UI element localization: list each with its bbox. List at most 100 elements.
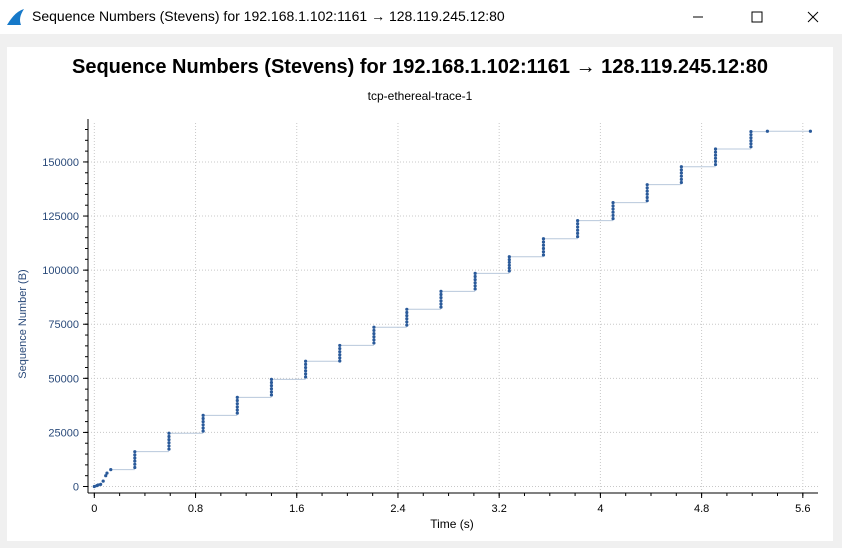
data-point <box>338 343 342 348</box>
chart-panel[interactable]: Sequence Numbers (Stevens) for 192.168.1… <box>7 47 833 541</box>
data-point <box>304 369 308 373</box>
data-point <box>372 338 376 342</box>
data-point <box>405 310 409 315</box>
data-point <box>405 307 409 311</box>
data-point <box>304 362 308 366</box>
data-point <box>109 468 113 472</box>
maximize-button[interactable] <box>734 0 780 34</box>
data-point <box>679 177 683 181</box>
data-point <box>405 317 409 321</box>
data-point <box>611 213 615 218</box>
data-point <box>269 387 274 391</box>
data-point <box>713 150 718 154</box>
data-point <box>372 341 376 345</box>
data-point <box>645 192 649 196</box>
data-point <box>611 204 615 208</box>
data-point <box>167 447 171 451</box>
data-point <box>765 129 769 133</box>
y-tick-label: 150000 <box>42 157 79 169</box>
x-tick-label: 1.6 <box>289 503 304 515</box>
data-point <box>507 263 511 267</box>
chart-title: Sequence Numbers (Stevens) for 192.168.1… <box>72 56 768 78</box>
data-point <box>405 323 409 327</box>
data-point <box>507 266 511 270</box>
data-point <box>201 423 205 427</box>
data-point <box>235 395 239 399</box>
data-point <box>645 195 649 200</box>
data-point <box>541 253 546 257</box>
close-button[interactable] <box>790 0 836 34</box>
grid-lines <box>88 123 818 493</box>
data-point <box>201 413 205 417</box>
data-point <box>304 372 308 376</box>
data-point <box>541 237 546 241</box>
data-point <box>405 320 409 324</box>
maximize-icon <box>751 11 763 23</box>
data-point <box>439 296 443 300</box>
data-point <box>576 228 580 232</box>
data-point <box>338 353 342 357</box>
data-point <box>611 207 615 211</box>
y-axis-label: Sequence Number (B) <box>17 269 29 378</box>
data-point <box>133 453 137 457</box>
data-point <box>507 255 511 259</box>
data-point <box>679 168 683 172</box>
data-point <box>645 183 649 187</box>
data-point <box>201 416 205 421</box>
data-point <box>473 271 477 275</box>
data-point <box>101 479 105 483</box>
data-point <box>576 231 580 235</box>
data-point <box>749 142 753 146</box>
data-point <box>749 133 753 137</box>
data-point <box>133 456 137 460</box>
data-point <box>304 359 308 363</box>
data-point <box>507 269 511 273</box>
x-tick-label: 4.8 <box>694 503 709 515</box>
data-point <box>167 437 171 442</box>
data-point <box>713 156 718 160</box>
window-titlebar[interactable]: Sequence Numbers (Stevens) for 192.168.1… <box>0 0 842 34</box>
data-point <box>96 483 100 487</box>
y-tick-label: 100000 <box>42 265 79 277</box>
data-point <box>576 225 580 229</box>
data-point <box>713 153 718 157</box>
x-tick-label: 2.4 <box>390 503 405 515</box>
sequence-number-chart[interactable]: Sequence Numbers (Stevens) for 192.168.1… <box>7 47 833 541</box>
data-series <box>92 129 813 489</box>
data-point <box>372 335 376 339</box>
data-point <box>439 305 443 309</box>
data-point <box>576 222 580 226</box>
data-point <box>679 180 683 185</box>
data-point <box>473 274 477 279</box>
data-point <box>611 201 615 205</box>
data-point <box>201 429 205 433</box>
data-point <box>439 302 443 306</box>
data-point <box>439 299 443 303</box>
close-icon <box>807 11 819 23</box>
x-axis-label: Time (s) <box>430 517 474 531</box>
y-tick-label: 75000 <box>48 319 79 331</box>
data-point <box>679 171 683 175</box>
data-point <box>269 380 274 385</box>
y-tick-label: 125000 <box>42 211 79 223</box>
data-point <box>92 484 96 489</box>
data-point <box>645 189 649 193</box>
y-tick-label: 25000 <box>48 427 79 439</box>
data-point <box>235 402 239 406</box>
data-point <box>235 398 239 403</box>
data-point <box>439 292 443 297</box>
data-point <box>473 284 477 288</box>
data-point <box>167 441 171 445</box>
minimize-button[interactable] <box>675 0 721 34</box>
wireshark-fin-icon <box>7 9 24 25</box>
data-point <box>541 250 546 254</box>
data-point <box>405 314 409 318</box>
data-point <box>133 459 137 463</box>
data-point <box>235 405 239 409</box>
data-point <box>645 186 649 190</box>
y-tick-label: 0 <box>73 482 79 494</box>
data-point <box>576 218 580 223</box>
data-point <box>372 325 376 329</box>
data-point <box>749 130 753 134</box>
data-point <box>372 331 376 336</box>
